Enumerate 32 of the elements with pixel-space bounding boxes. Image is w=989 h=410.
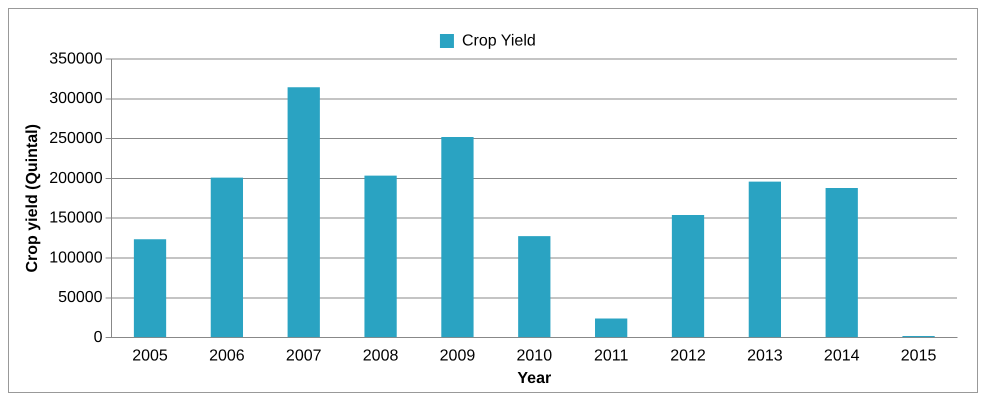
bar bbox=[595, 318, 628, 338]
x-tick-label: 2013 bbox=[747, 348, 783, 365]
bar bbox=[826, 188, 858, 338]
x-tick-label: 2011 bbox=[594, 348, 628, 365]
bar bbox=[364, 176, 397, 338]
x-tick-label: 2010 bbox=[516, 348, 552, 365]
x-tick-label: 2009 bbox=[440, 348, 476, 365]
bar bbox=[441, 137, 474, 338]
y-tick-label: 50000 bbox=[58, 289, 103, 306]
y-axis-title: Crop yield (Quintal) bbox=[24, 124, 42, 273]
x-tick-label: 2015 bbox=[900, 348, 936, 365]
y-tick-label: 200000 bbox=[49, 170, 103, 187]
bar bbox=[210, 178, 244, 338]
bar bbox=[134, 239, 166, 338]
bar bbox=[518, 236, 550, 338]
x-tick-label: 2008 bbox=[362, 348, 398, 365]
x-tick-label: 2005 bbox=[132, 348, 168, 365]
bar bbox=[288, 87, 320, 338]
y-tick-label: 250000 bbox=[49, 130, 103, 148]
y-tick-label: 300000 bbox=[49, 90, 103, 108]
x-tick-label: 2014 bbox=[824, 348, 860, 365]
x-tick-label: 2006 bbox=[209, 348, 245, 365]
bar bbox=[672, 215, 704, 338]
bar bbox=[748, 182, 781, 338]
legend-label: Crop Yield bbox=[462, 32, 536, 50]
y-tick-label: 150000 bbox=[49, 210, 103, 227]
y-tick-label: 100000 bbox=[49, 249, 103, 266]
y-tick-label: 350000 bbox=[49, 50, 103, 68]
x-tick-label: 2012 bbox=[670, 348, 706, 365]
y-tick-label: 0 bbox=[94, 329, 103, 346]
x-tick-label: 2007 bbox=[286, 348, 322, 365]
x-axis-title: Year bbox=[517, 370, 552, 387]
